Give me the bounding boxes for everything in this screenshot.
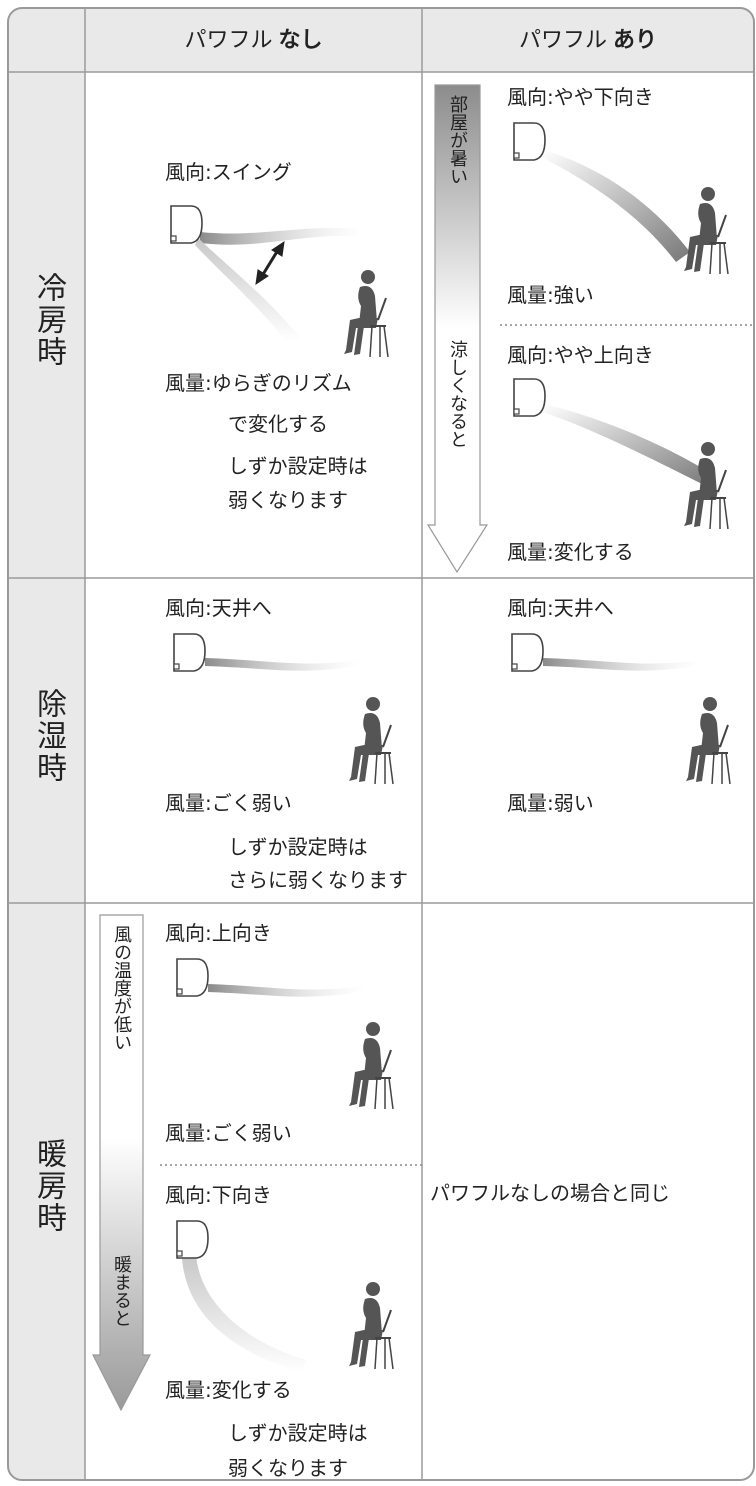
arrow-label: 涼しくなると bbox=[447, 340, 468, 448]
row-label: 冷房時 bbox=[31, 272, 66, 368]
arrow-label: 暖まると bbox=[111, 1255, 132, 1327]
column-header: パワフル あり bbox=[422, 28, 754, 54]
wind-direction: 風向:やや上向き bbox=[507, 343, 654, 367]
note: しずか設定時は bbox=[228, 454, 368, 478]
column-header-emphasis: あり bbox=[613, 28, 658, 53]
wind-direction: 風向:天井へ bbox=[507, 596, 614, 620]
ac-unit bbox=[173, 633, 206, 672]
ac-unit bbox=[513, 122, 546, 161]
column-header: パワフル なし bbox=[85, 28, 422, 54]
wind-volume: 風量:ごく弱い bbox=[165, 791, 292, 815]
column-header-text: パワフル bbox=[184, 28, 273, 53]
note: 弱くなります bbox=[228, 1456, 348, 1480]
wind-volume: 風量:変化する bbox=[507, 540, 634, 564]
wind-volume: 風量:変化する bbox=[165, 1378, 292, 1402]
trend-arrow bbox=[426, 84, 489, 574]
airflow bbox=[182, 1255, 306, 1372]
airflow bbox=[205, 658, 362, 671]
arrow-label: 部屋が暑い bbox=[447, 95, 468, 185]
row-header-bg bbox=[8, 72, 85, 1480]
airflow bbox=[543, 658, 700, 671]
header-bg bbox=[8, 8, 754, 72]
wind-direction: 風向:上向き bbox=[165, 921, 272, 945]
trend-arrow bbox=[92, 914, 151, 1412]
wind-volume: 風量:ごく弱い bbox=[165, 1121, 292, 1145]
arrow-label: 風の温度が低い bbox=[111, 925, 132, 1051]
wind-direction: 風向:やや下向き bbox=[507, 85, 654, 109]
column-header-text: パワフル bbox=[518, 28, 607, 53]
wind-volume: 風量:弱い bbox=[507, 791, 594, 815]
note: しずか設定時は bbox=[228, 1421, 368, 1445]
wind-volume: 風量:強い bbox=[507, 283, 594, 307]
note: しずか設定時は bbox=[228, 835, 368, 859]
airflow bbox=[543, 150, 690, 262]
column-header-emphasis: なし bbox=[278, 28, 323, 53]
swing-arrow bbox=[255, 240, 285, 286]
airflow bbox=[195, 238, 302, 341]
wind-direction: 風向:天井へ bbox=[165, 596, 272, 620]
wind-volume: で変化する bbox=[228, 412, 328, 436]
ac-unit bbox=[170, 205, 203, 244]
ac-unit bbox=[511, 633, 544, 672]
airflow bbox=[543, 404, 712, 486]
airflow bbox=[208, 984, 365, 997]
same-as-note: パワフルなしの場合と同じ bbox=[430, 1181, 670, 1205]
wind-volume: 風量:ゆらぎのリズム bbox=[165, 371, 352, 395]
row-label: 除湿時 bbox=[31, 688, 66, 784]
wind-direction: 風向:下向き bbox=[165, 1183, 272, 1207]
wind-direction: 風向:スイング bbox=[165, 160, 292, 184]
ac-unit bbox=[176, 958, 209, 997]
row-label: 暖房時 bbox=[31, 1138, 66, 1234]
airflow bbox=[200, 227, 365, 245]
note: 弱くなります bbox=[228, 488, 348, 512]
ac-unit bbox=[176, 1220, 209, 1259]
note: さらに弱くなります bbox=[228, 868, 408, 892]
table-border bbox=[7, 7, 755, 1481]
ac-unit bbox=[513, 378, 546, 417]
